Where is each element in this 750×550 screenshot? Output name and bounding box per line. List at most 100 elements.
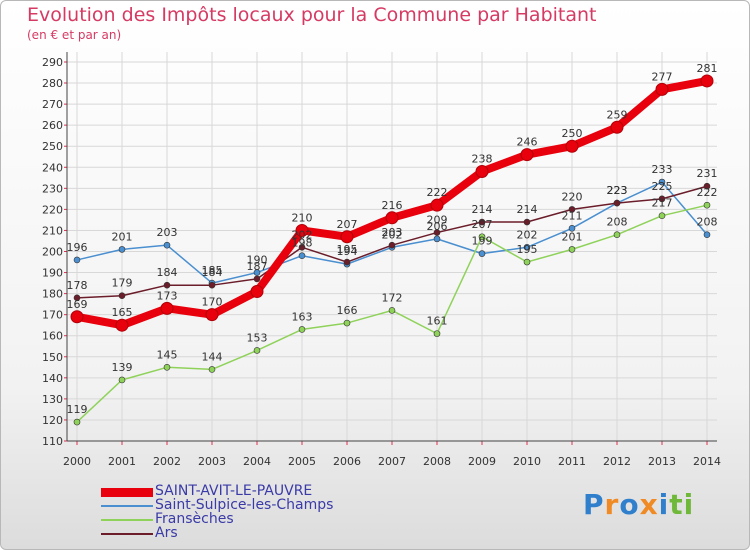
data-label: 209 — [427, 214, 448, 227]
x-tick-label: 2014 — [693, 455, 721, 468]
x-tick-label: 2012 — [603, 455, 631, 468]
data-label: 201 — [562, 230, 583, 243]
data-point — [70, 310, 84, 324]
data-label: 217 — [652, 197, 673, 210]
data-label: 195 — [337, 243, 358, 256]
data-label: 190 — [247, 254, 268, 267]
y-tick-label: 140 — [42, 372, 63, 385]
legend-swatch — [101, 533, 153, 535]
data-point — [73, 256, 81, 264]
proxiti-logo: Proxiti — [583, 488, 694, 521]
data-point — [565, 139, 579, 153]
data-point — [385, 211, 399, 225]
chart-subtitle: (en € et par an) — [27, 28, 122, 42]
y-tick-label: 190 — [42, 267, 63, 280]
data-point — [523, 218, 531, 226]
data-point — [613, 199, 621, 207]
y-tick-label: 260 — [42, 119, 63, 132]
y-tick-label: 210 — [42, 224, 63, 237]
data-point — [700, 74, 714, 88]
data-point — [205, 308, 219, 322]
data-label: 203 — [157, 226, 178, 239]
data-label: 231 — [697, 167, 718, 180]
data-point — [478, 218, 486, 226]
data-label: 277 — [652, 70, 673, 83]
data-label: 222 — [427, 186, 448, 199]
legend-swatch — [101, 519, 153, 521]
data-label: 210 — [292, 211, 313, 224]
data-label: 153 — [247, 331, 268, 344]
x-tick-label: 2003 — [198, 455, 226, 468]
x-tick-label: 2007 — [378, 455, 406, 468]
data-point — [568, 246, 576, 253]
data-label: 207 — [472, 218, 493, 231]
data-point — [658, 195, 666, 203]
data-point — [343, 319, 351, 327]
data-point — [73, 294, 81, 302]
data-point — [163, 364, 171, 371]
data-point — [388, 241, 396, 249]
legend-swatch — [101, 505, 153, 507]
data-point — [478, 250, 486, 257]
y-tick-label: 230 — [42, 182, 63, 195]
data-label: 145 — [157, 348, 178, 361]
data-label: 220 — [562, 190, 583, 203]
axes: 110 120 130 140 150 160 170 180 190 200 210 220 230 2… — [42, 52, 721, 468]
legend-label: Ars — [155, 525, 178, 541]
series — [70, 74, 714, 426]
data-label: 179 — [112, 277, 133, 290]
data-point — [340, 230, 354, 244]
data-point — [520, 148, 534, 162]
y-tick-label: 220 — [42, 203, 63, 216]
data-point — [118, 292, 126, 300]
data-label: 187 — [247, 260, 268, 273]
data-point — [208, 281, 216, 289]
data-point — [478, 233, 486, 241]
data-point — [115, 318, 129, 332]
data-label: 214 — [472, 203, 493, 216]
data-point — [610, 120, 624, 134]
x-tick-label: 2009 — [468, 455, 496, 468]
data-label: 281 — [697, 62, 718, 75]
data-label: 222 — [697, 186, 718, 199]
data-label: 194 — [337, 245, 358, 258]
data-point — [208, 366, 216, 373]
data-point — [658, 212, 666, 220]
y-tick-label: 250 — [42, 140, 63, 153]
data-label: 208 — [607, 216, 628, 229]
legend-label: Saint-Sulpice-les-Champs — [155, 497, 334, 513]
logo-letter: P — [583, 488, 605, 521]
data-point — [703, 231, 711, 238]
data-label: 185 — [202, 264, 223, 277]
data-label: 233 — [652, 163, 673, 176]
data-label: 144 — [202, 350, 223, 363]
legend-label: SAINT-AVIT-LE-PAUVRE — [155, 483, 313, 499]
data-point — [658, 178, 666, 186]
data-label: 206 — [427, 220, 448, 233]
y-tick-label: 170 — [42, 309, 63, 322]
data-point — [613, 231, 621, 238]
data-label: 199 — [472, 235, 493, 248]
y-tick-label: 240 — [42, 161, 63, 174]
y-tick-label: 160 — [42, 330, 63, 343]
data-label: 214 — [517, 203, 538, 216]
data-label: 169 — [67, 298, 88, 311]
data-label: 170 — [202, 296, 223, 309]
data-label: 238 — [472, 152, 493, 165]
data-point — [295, 223, 309, 237]
logo-letter: i — [683, 488, 695, 521]
data-label: 195 — [517, 243, 538, 256]
x-tick-label: 2005 — [288, 455, 316, 468]
data-label: 202 — [292, 228, 313, 241]
data-label: 119 — [67, 403, 88, 416]
data-point — [655, 82, 669, 96]
x-tick-label: 2000 — [63, 455, 91, 468]
data-point — [568, 225, 576, 232]
data-label: 259 — [607, 108, 628, 121]
y-tick-label: 120 — [42, 414, 63, 427]
data-label: 250 — [562, 127, 583, 140]
y-tick-label: 280 — [42, 77, 63, 90]
x-tick-label: 2004 — [243, 455, 271, 468]
data-label: 202 — [382, 228, 403, 241]
